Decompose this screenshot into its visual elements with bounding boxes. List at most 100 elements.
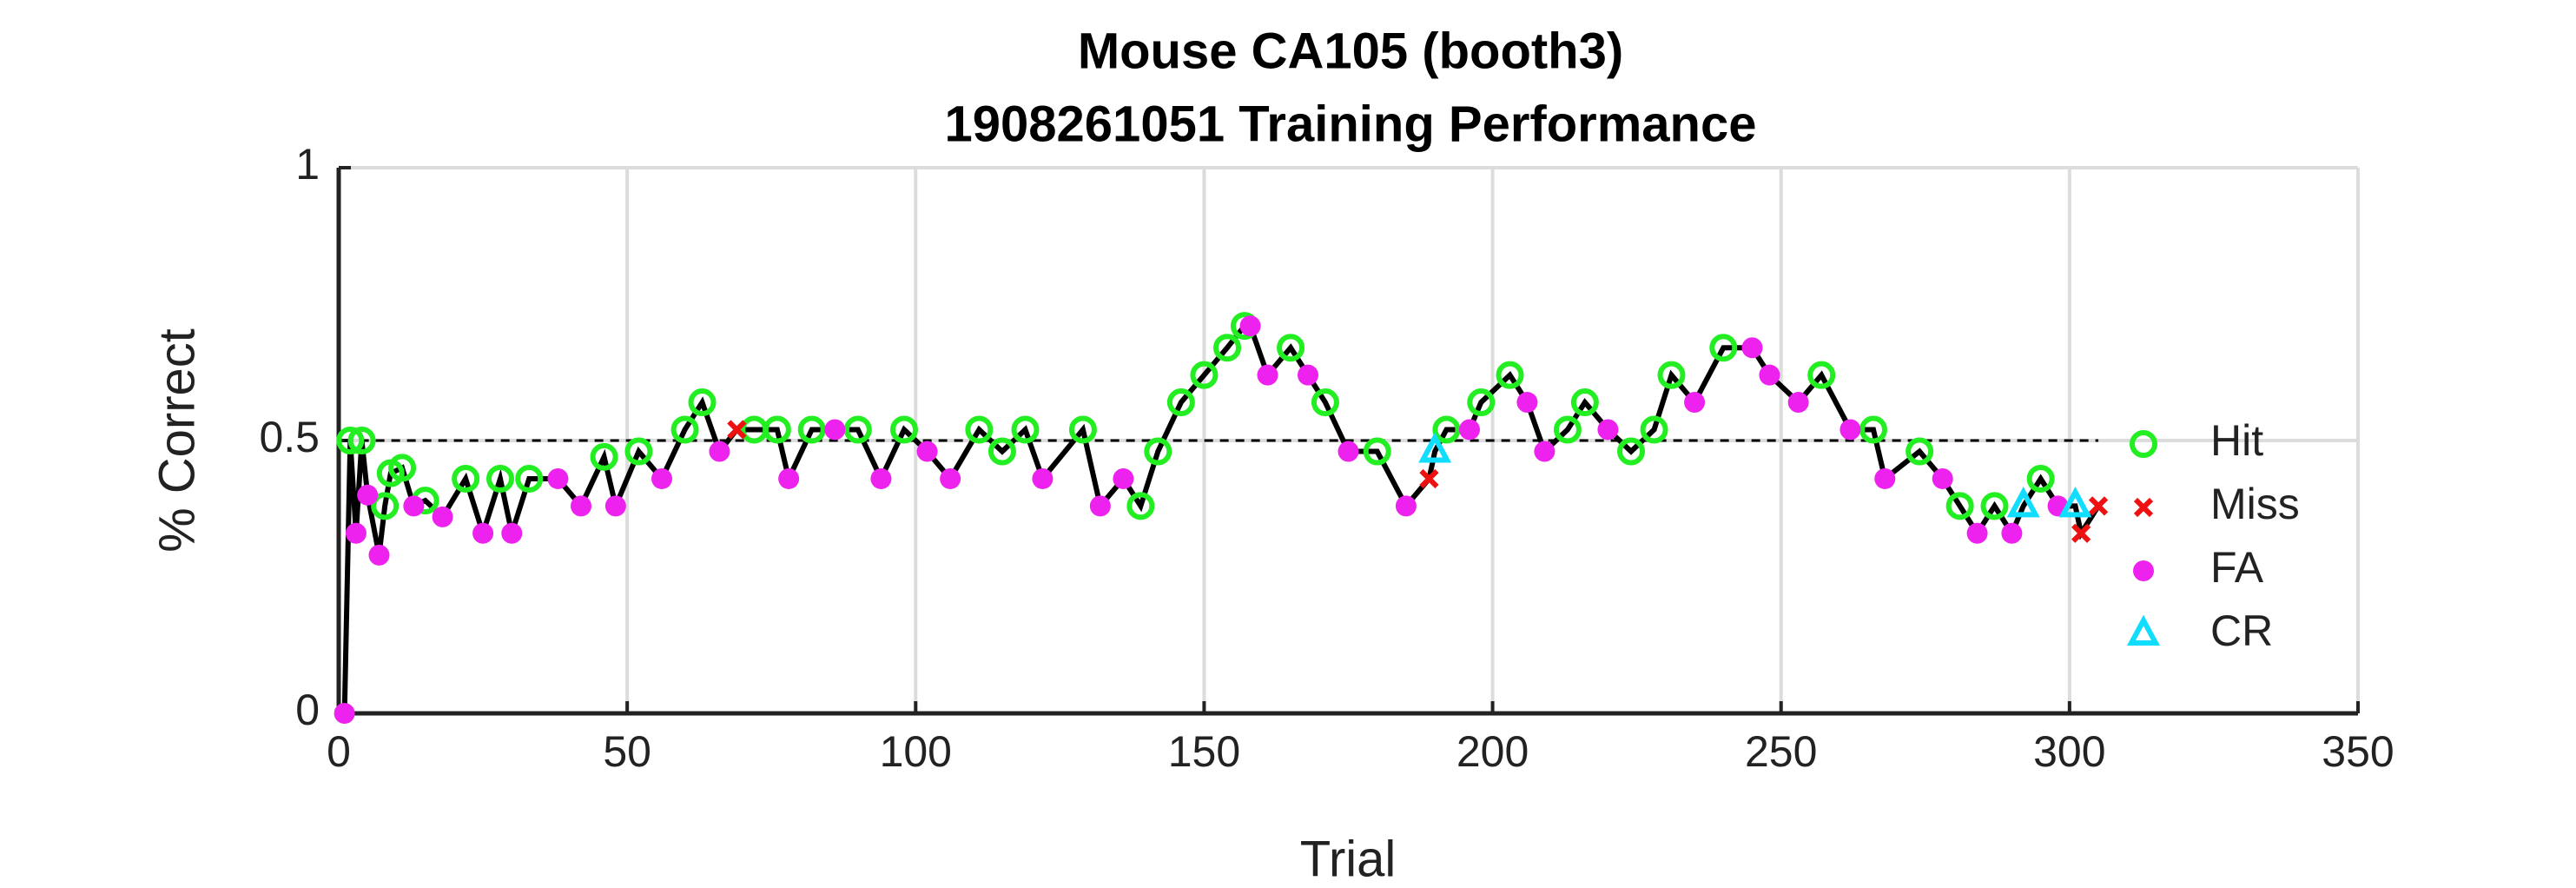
y-tick-label: 0.5 [259, 413, 320, 461]
legend-marker [2130, 430, 2157, 458]
data-point [515, 464, 544, 493]
data-point [1617, 437, 1645, 466]
data-point [1597, 419, 1619, 441]
data-point [2006, 487, 2040, 518]
legend-marker [2126, 614, 2161, 646]
legend-label: Hit [2210, 416, 2263, 465]
data-point [1213, 334, 1241, 362]
x-tick-label: 300 [2033, 727, 2105, 776]
y-tick-label: 0 [295, 686, 320, 734]
data-point [1338, 441, 1359, 462]
data-point [1257, 364, 1278, 386]
data-point [1239, 315, 1261, 337]
data-point [486, 464, 514, 493]
data-point [940, 467, 961, 489]
data-point [1298, 364, 1318, 386]
data-point [1496, 361, 1524, 389]
data-point [1190, 361, 1219, 389]
data-point [2058, 487, 2092, 518]
data-point [688, 388, 717, 417]
data-point [2026, 464, 2055, 493]
data-point [1144, 437, 1172, 466]
x-tick-label: 250 [1745, 727, 1817, 776]
data-point [1459, 419, 1480, 441]
data-point [727, 420, 747, 440]
data-point [1113, 467, 1134, 489]
performance-line [341, 323, 2101, 714]
x-tick-label: 350 [2322, 727, 2394, 776]
data-point [432, 506, 453, 527]
data-point [1032, 467, 1054, 489]
data-point [987, 437, 1016, 466]
data-point [1980, 492, 2009, 520]
data-point [1787, 392, 1809, 414]
data-point [709, 441, 730, 462]
data-point [1859, 415, 1887, 444]
data-point [1277, 334, 1305, 362]
data-point [670, 415, 699, 444]
data-point [472, 522, 494, 544]
data-point [501, 522, 523, 544]
x-axis-label: Trial [1300, 831, 1397, 887]
x-tick-label: 200 [1456, 727, 1529, 776]
data-point [1966, 522, 1988, 544]
data-point [345, 522, 367, 544]
data-point [763, 415, 791, 444]
data-point [590, 442, 618, 471]
data-point [1553, 415, 1582, 444]
data-point [357, 484, 379, 506]
data-point [604, 495, 626, 517]
data-point [1395, 495, 1417, 517]
data-point [1089, 495, 1111, 517]
data-point [1467, 388, 1496, 417]
data-point [1759, 364, 1780, 386]
data-point [1840, 419, 1861, 441]
data-point [916, 441, 938, 462]
data-point [1932, 467, 1953, 489]
data-point [651, 467, 672, 489]
legend-label: CR [2210, 606, 2273, 655]
data-point [1126, 492, 1155, 520]
data-point [1068, 415, 1097, 444]
data-point [965, 415, 994, 444]
legend-marker [2133, 560, 2154, 581]
x-tick-label: 0 [327, 727, 351, 776]
data-point [1570, 388, 1599, 417]
data-point [1807, 361, 1836, 389]
data-point [2088, 496, 2109, 516]
data-point [1166, 388, 1195, 417]
data-point [870, 467, 892, 489]
data-point [1874, 467, 1896, 489]
x-tick-label: 50 [603, 727, 651, 776]
data-point [1419, 468, 1439, 489]
data-point [403, 495, 425, 517]
data-point [1432, 415, 1461, 444]
data-point [1709, 334, 1738, 362]
data-point [1741, 337, 1763, 359]
data-point [1534, 441, 1556, 462]
legend-label: Miss [2210, 480, 2300, 528]
x-tick-label: 150 [1168, 727, 1240, 776]
data-point [843, 415, 872, 444]
data-point [371, 492, 400, 520]
y-axis-label: % Correct [149, 328, 205, 553]
data-point [1363, 437, 1391, 466]
data-point [778, 467, 800, 489]
data-point [624, 437, 653, 466]
data-point [1657, 361, 1686, 389]
data-point [2001, 522, 2023, 544]
data-point [1011, 415, 1040, 444]
data-point [1640, 415, 1668, 444]
data-point [334, 703, 355, 724]
chart-subtitle: 1908261051 Training Performance [945, 96, 1757, 152]
data-point [547, 467, 569, 489]
chart-title: Mouse CA105 (booth3) [1078, 23, 1623, 79]
data-point [1516, 392, 1538, 414]
data-point [824, 419, 846, 441]
data-point [1418, 432, 1452, 463]
legend-marker [2133, 497, 2154, 518]
data-point [1906, 437, 1934, 466]
legend-label: FA [2210, 543, 2264, 592]
data-point [1945, 492, 1974, 520]
